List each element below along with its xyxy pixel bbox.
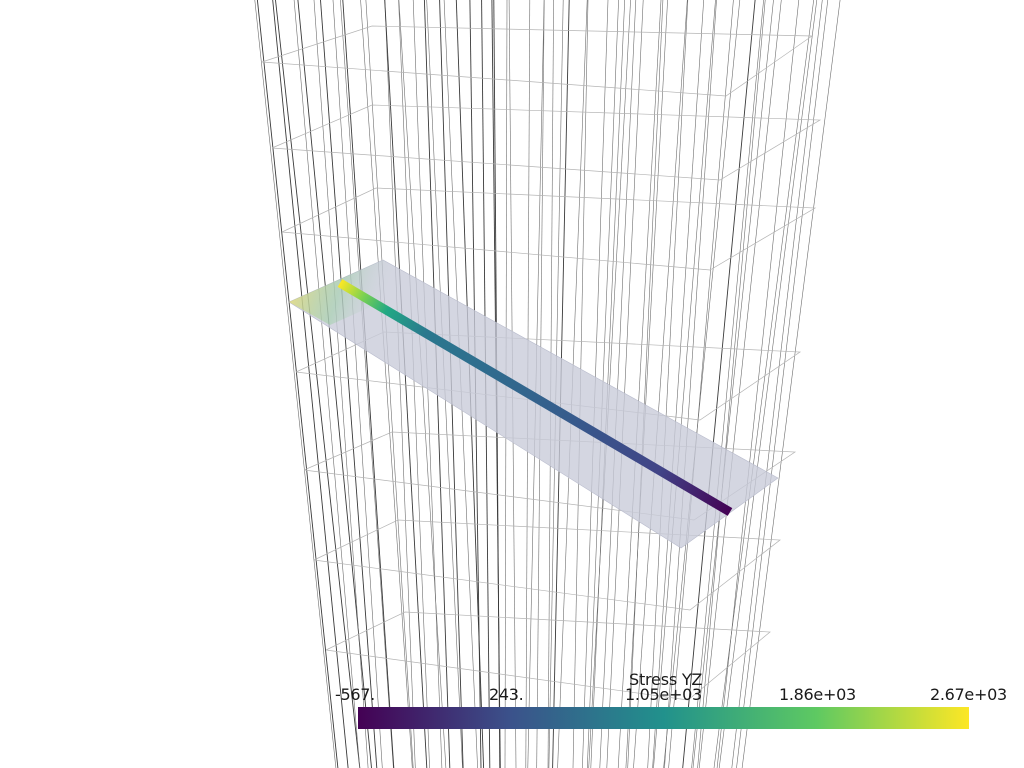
- mesh-section-outline: [271, 104, 822, 181]
- mesh-edge-line: [313, 0, 369, 768]
- mesh-edge-line: [384, 0, 428, 768]
- mesh-edge-line: [256, 0, 339, 768]
- mesh-edge-line: [633, 0, 688, 768]
- mesh-edge-line: [741, 0, 841, 768]
- mesh-edge-line: [360, 0, 413, 768]
- mesh-section-outline: [303, 431, 797, 521]
- mesh-cross-sections: [261, 25, 822, 701]
- mesh-edge-line: [718, 0, 818, 768]
- mesh-edge-line: [365, 0, 414, 768]
- mesh-edge-line: [664, 0, 717, 768]
- mesh-edge-line: [342, 0, 395, 768]
- mesh-edge-line: [653, 0, 716, 768]
- mesh-edge-line: [652, 0, 704, 768]
- mesh-edge-line: [275, 0, 361, 768]
- mesh-edge-line: [668, 0, 734, 768]
- mesh-section-outline: [281, 187, 817, 271]
- mesh-edge-line: [736, 0, 829, 768]
- mesh-edge-line: [698, 0, 782, 768]
- mesh-edge-line: [692, 0, 774, 768]
- mesh-edge-line: [297, 0, 372, 768]
- mesh-edge-line: [617, 0, 662, 768]
- slice-plane: [288, 259, 779, 549]
- mesh-edge-line: [340, 0, 394, 768]
- mesh-edge-line: [682, 0, 756, 768]
- mesh-edge-line: [384, 0, 416, 768]
- mesh-edge-line: [691, 0, 764, 768]
- mesh-edge-line: [332, 0, 383, 768]
- mesh-section-outline: [261, 25, 814, 97]
- mesh-edge-line: [697, 0, 766, 768]
- mesh-edge-line: [293, 0, 361, 768]
- mesh-edge-line: [663, 0, 741, 768]
- mesh-edge-line: [627, 0, 664, 768]
- mesh-edge-line: [625, 0, 668, 768]
- stress-beam: [337, 279, 733, 516]
- mesh-section-outline: [325, 611, 771, 701]
- mesh-edge-line: [320, 0, 378, 768]
- mesh-edge-line: [606, 0, 644, 768]
- mesh-edge-line: [716, 0, 800, 768]
- mesh-edge-line: [398, 0, 430, 768]
- mesh-section-outline: [313, 519, 781, 611]
- mesh-edge-line: [599, 0, 637, 768]
- mesh-edge-line: [272, 0, 349, 768]
- mesh-edge-line: [254, 0, 337, 768]
- mesh-edge-line: [588, 0, 631, 768]
- mesh-edge-line: [713, 0, 814, 768]
- mesh-edge-line: [647, 0, 689, 768]
